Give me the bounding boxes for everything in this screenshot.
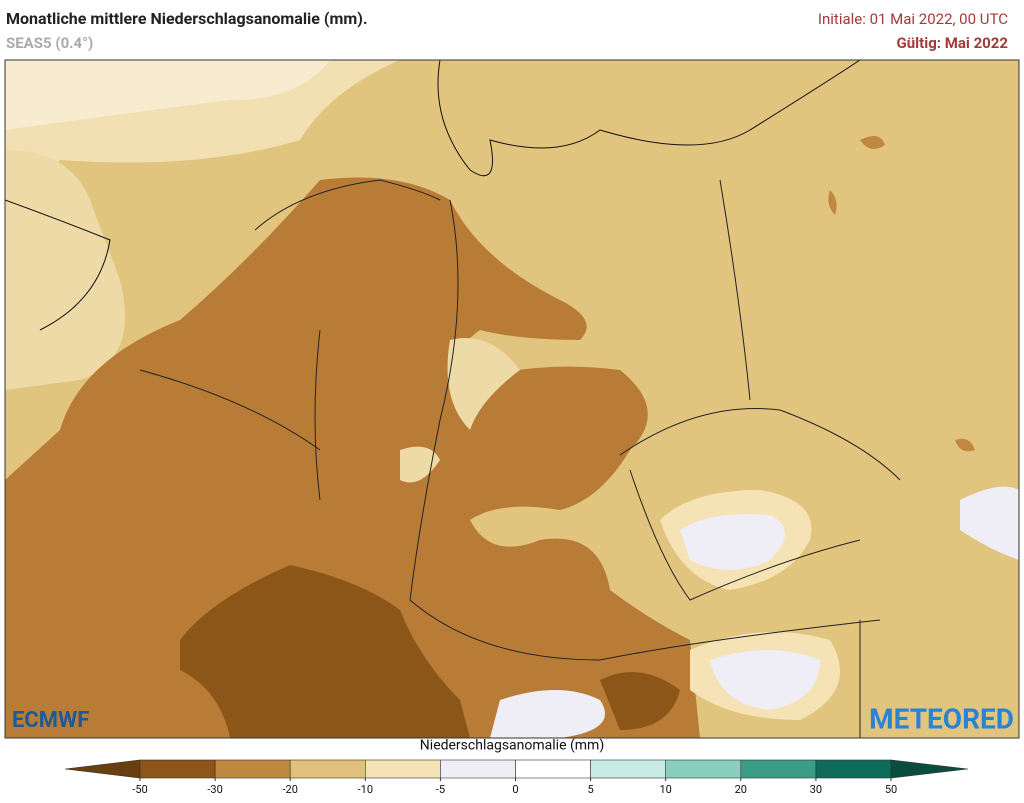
- color-swatch: [590, 759, 666, 779]
- tick-label: -10: [358, 783, 373, 796]
- tick-label: 20: [735, 783, 747, 796]
- ecmwf-logo: ECMWF: [12, 708, 89, 733]
- tick-label: 5: [588, 783, 594, 796]
- color-swatch: [364, 759, 441, 779]
- color-swatch: [289, 759, 366, 779]
- color-swatch: [740, 759, 817, 779]
- tick-label: 50: [885, 783, 897, 796]
- valid-date: Gültig: Mai 2022: [897, 34, 1009, 52]
- title: Monatliche mittlere Niederschlagsanomali…: [6, 9, 367, 28]
- tick-label: -20: [282, 783, 297, 796]
- color-swatch: [214, 759, 291, 779]
- color-swatch: [665, 759, 742, 779]
- initial-date: Initiale: 01 Mai 2022, 00 UTC: [818, 10, 1008, 28]
- tick-label: 0: [512, 783, 518, 796]
- tick-label: -50: [132, 783, 147, 796]
- color-swatch: [815, 759, 892, 779]
- map: ECMWF METEORED: [4, 59, 1020, 739]
- subtitle: SEAS5 (0.4°): [6, 34, 93, 52]
- colorbar-arrow: [890, 759, 969, 779]
- tick-label: 10: [660, 783, 672, 796]
- color-swatch: [515, 759, 591, 779]
- colorbar-title: Niederschlagsanomalie (mm): [420, 738, 604, 754]
- meteored-logo: METEORED: [869, 702, 1014, 735]
- tick-label: 30: [810, 783, 822, 796]
- colorbar-arrow: [64, 759, 141, 779]
- colorbar: -50 -30 -20 -10 -5 0 5 10 20 30 50: [64, 759, 969, 796]
- tick-label: -30: [207, 783, 222, 796]
- color-swatch: [440, 759, 516, 779]
- tick-label: -5: [436, 783, 445, 796]
- color-swatch: [139, 759, 216, 779]
